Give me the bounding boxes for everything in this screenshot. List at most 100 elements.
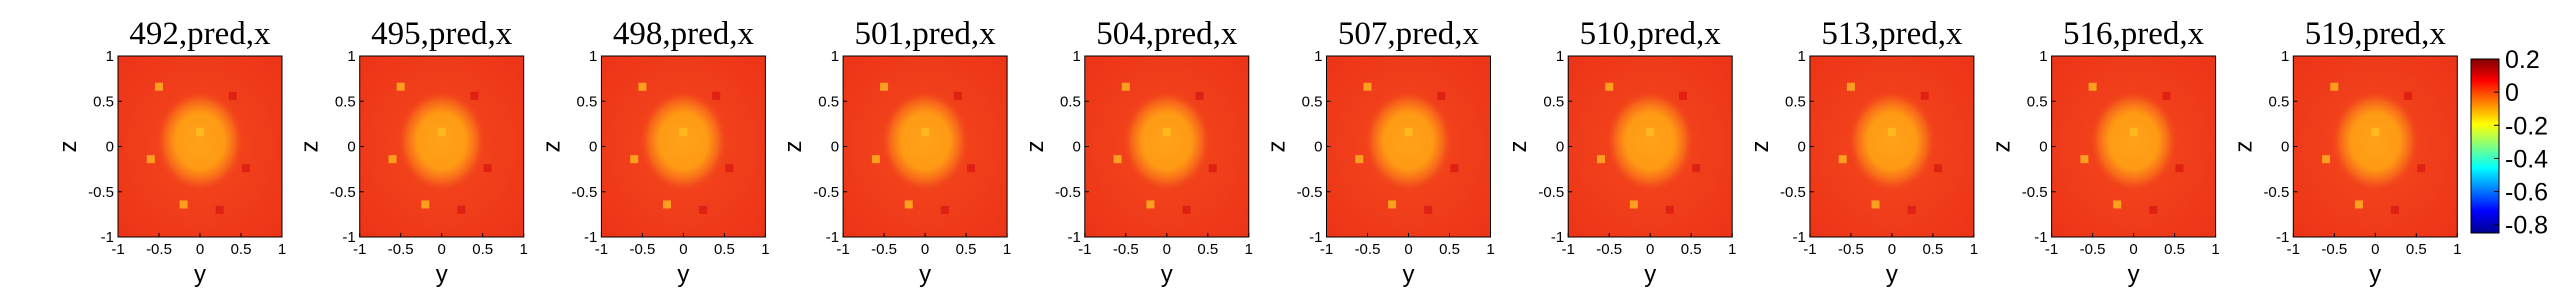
heatmap-core	[1122, 90, 1212, 192]
heatmap-speckle	[1907, 205, 1916, 214]
panel-title: 495,pred,x	[371, 16, 513, 52]
y-tick-label: -0.5	[572, 184, 598, 201]
x-axis-label: y	[2128, 261, 2140, 288]
x-tick-label: -1	[353, 241, 366, 258]
y-tick-label: 0	[589, 139, 597, 156]
heatmap-speckle	[1146, 200, 1155, 209]
heatmap-core	[397, 90, 486, 192]
heatmap-speckle	[2330, 82, 2339, 91]
x-tick-label: 1	[1728, 241, 1736, 258]
heatmap-speckle	[1113, 155, 1122, 164]
x-tick-label: -0.5	[388, 241, 414, 258]
heatmap-speckle	[228, 91, 237, 100]
heatmap-speckle	[155, 82, 163, 91]
x-tick-label: -0.5	[2321, 241, 2347, 258]
y-tick-label: -1	[101, 229, 114, 246]
panel: 519,pred,x -1 -0.5 0 0.5 1 -1 -0.5 0 0.5 1 y z	[2230, 16, 2461, 288]
x-tick-label: -0.5	[871, 241, 897, 258]
x-tick-label: 0.5	[2164, 241, 2185, 258]
heatmap-speckle	[638, 82, 647, 91]
heatmap-speckle	[421, 200, 430, 209]
heatmap-speckle	[2322, 155, 2331, 164]
y-tick-label: -1	[2034, 229, 2047, 246]
heatmap-core	[155, 90, 245, 192]
x-tick-label: 1	[1245, 241, 1253, 258]
heatmap-speckle	[1665, 205, 1674, 214]
x-tick-label: -0.5	[1838, 241, 1864, 258]
y-tick-label: 0	[106, 139, 114, 156]
panel-title: 501,pred,x	[855, 16, 997, 52]
heatmap-speckle	[1424, 205, 1433, 214]
colorbar	[2470, 58, 2500, 234]
heatmap-speckle	[179, 200, 188, 209]
colorbar-tick-label: -0.8	[2505, 212, 2548, 240]
heatmap-speckle	[483, 164, 492, 173]
heatmap-core	[2331, 90, 2420, 192]
y-tick-label: -1	[1793, 229, 1806, 246]
y-tick-label: 0.5	[335, 93, 356, 110]
heatmap-speckle	[1121, 82, 1130, 91]
heatmap-speckle	[1162, 128, 1171, 137]
y-tick-label: 0	[2039, 139, 2047, 156]
y-tick-label: 0	[1798, 139, 1806, 156]
y-axis-label: z	[2230, 141, 2257, 153]
heatmap-speckle	[1437, 91, 1446, 100]
x-tick-label: -0.5	[1355, 241, 1381, 258]
x-tick-label: 0.5	[1439, 241, 1460, 258]
x-axis-label: y	[1886, 261, 1898, 288]
heatmap-speckle	[396, 82, 405, 91]
heatmap-speckle	[953, 91, 962, 100]
y-axis-label: z	[1747, 141, 1774, 153]
heatmap-core	[880, 90, 970, 192]
y-tick-label: 0.5	[1302, 93, 1323, 110]
y-tick-label: 1	[1798, 48, 1806, 65]
y-tick-label: 1	[1556, 48, 1564, 65]
heatmap-speckle	[1605, 82, 1614, 91]
y-tick-label: 1	[2281, 48, 2289, 65]
y-axis-label: z	[780, 141, 807, 153]
heatmap-speckle	[388, 155, 397, 164]
y-tick-label: 0.5	[2027, 93, 2048, 110]
heatmap-speckle	[2129, 128, 2138, 137]
colorbar-tick-label: 0.2	[2505, 46, 2540, 74]
heatmap-speckle	[1450, 164, 1459, 173]
y-axis-label: z	[1022, 141, 1049, 153]
colorbar-tick-label: -0.2	[2505, 112, 2548, 140]
x-tick-label: -0.5	[146, 241, 172, 258]
heatmap-speckle	[215, 205, 224, 214]
y-tick-label: -1	[1309, 229, 1322, 246]
x-tick-label: -1	[836, 241, 849, 258]
heatmap-speckle	[2080, 155, 2089, 164]
heatmap-speckle	[2162, 91, 2171, 100]
heatmap-speckle	[2390, 205, 2399, 214]
heatmap-speckle	[679, 128, 688, 137]
panel-title: 519,pred,x	[2305, 16, 2447, 52]
x-axis-label: y	[2369, 261, 2381, 288]
x-tick-label: -1	[1803, 241, 1816, 258]
y-tick-label: 1	[1072, 48, 1080, 65]
heatmap-speckle	[880, 82, 889, 91]
panel-title: 510,pred,x	[1580, 16, 1722, 52]
y-tick-label: -1	[584, 229, 597, 246]
heatmap-speckle	[1838, 155, 1847, 164]
y-tick-label: 0.5	[818, 93, 839, 110]
x-tick-label: 1	[520, 241, 528, 258]
y-tick-label: 0	[347, 139, 355, 156]
x-axis-label: y	[436, 261, 448, 288]
y-tick-label: -0.5	[1538, 184, 1564, 201]
x-tick-label: 0	[1163, 241, 1171, 258]
heatmap-speckle	[1388, 200, 1397, 209]
y-axis-label: z	[297, 141, 324, 153]
heatmap-speckle	[1404, 128, 1413, 137]
panel: 507,pred,x -1 -0.5 0 0.5 1 -1 -0.5 0 0.5 1 y z	[1264, 16, 1495, 288]
x-tick-label: 0	[921, 241, 929, 258]
y-tick-label: 1	[2039, 48, 2047, 65]
heatmap-speckle	[1933, 164, 1942, 173]
x-tick-label: 0	[1404, 241, 1412, 258]
heatmap-speckle	[967, 164, 976, 173]
heatmap-speckle	[470, 91, 479, 100]
panel-title: 516,pred,x	[2063, 16, 2205, 52]
heatmap-speckle	[1363, 82, 1372, 91]
heatmap-speckle	[2404, 91, 2413, 100]
x-tick-label: -1	[1078, 241, 1091, 258]
